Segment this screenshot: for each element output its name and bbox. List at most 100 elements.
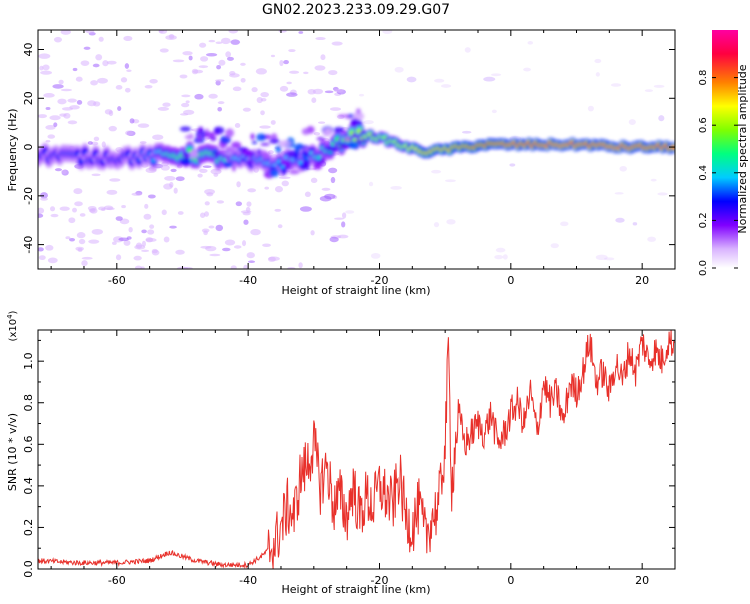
spectrogram-speckle [137, 123, 150, 128]
spectrogram-speckle [233, 245, 242, 249]
spectrogram-speckle [97, 77, 108, 84]
spectrogram-speckle [200, 245, 212, 249]
spectrogram-speckle [215, 41, 223, 45]
spectrogram-speckle [91, 173, 101, 177]
spectrogram-speckle [152, 134, 164, 140]
spectrogram-speckle [144, 203, 149, 209]
spectrogram-speckle [92, 63, 100, 68]
spectrogram-speckle [75, 76, 83, 82]
spectrogram-speckle [242, 240, 247, 247]
spectrogram-speckle [119, 218, 130, 225]
ridge-blob [336, 142, 348, 146]
spectrogram-speckle [149, 78, 158, 84]
spectrogram-speckle [331, 41, 343, 46]
spectrogram-speckle [277, 224, 283, 229]
spectrogram-speckle [40, 197, 48, 201]
spectrogram-speckle [657, 192, 668, 196]
spectrogram-speckle [217, 106, 223, 112]
ridge-blob [250, 133, 255, 140]
spectrogram-speckle [490, 73, 502, 77]
ridge-blob [204, 131, 216, 137]
spectrogram-speckle [260, 110, 265, 116]
spectrogram-speckle [172, 59, 185, 63]
ridge-blob [231, 165, 236, 172]
spectrogram-speckle [98, 36, 104, 42]
spectrogram-speckle [74, 201, 83, 207]
spectrogram-speckle [260, 91, 269, 98]
spectrogram-speckle [278, 176, 291, 179]
ridge-blob [348, 141, 359, 149]
ridge-blob [246, 160, 254, 167]
ridge-blob [240, 158, 246, 163]
spectrogram-speckle [60, 88, 73, 92]
spectrogram-speckle [289, 70, 300, 74]
spectrogram-speckle [87, 141, 93, 145]
spectrogram-speckle [168, 34, 175, 39]
spectrogram-speckle [202, 165, 212, 168]
ridge-blob [344, 135, 351, 142]
spectrogram-speckle [234, 123, 241, 128]
snr-xtick-label: -20 [371, 574, 389, 587]
spectrogram-speckle [216, 65, 222, 70]
spectrogram-speckle [658, 115, 665, 122]
spectrogram-speckle [199, 42, 207, 48]
spectrogram-speckle [345, 210, 355, 214]
spectrogram-speckle [133, 255, 142, 261]
ridge-blob [294, 143, 304, 151]
spectrogram-speckle [243, 219, 249, 225]
ridge-blob [251, 140, 257, 145]
spectrogram-speckle [341, 221, 346, 228]
spectrogram-speckle [125, 130, 134, 136]
ridge-blob [213, 126, 225, 135]
spectrogram-speckle [314, 65, 326, 71]
spectrogram-speckle [194, 93, 204, 100]
spectrogram-speckle [287, 266, 296, 269]
spectrogram-speckle [502, 254, 508, 260]
ridge-blob [188, 133, 194, 140]
colorbar-tick-label: 0.8 [698, 70, 709, 86]
spectrogram-speckle [229, 73, 240, 78]
spectrogram-speckle [247, 188, 257, 193]
ridge-blob [223, 162, 234, 168]
ridge-blob [319, 157, 327, 164]
spectrogram-speckle [204, 201, 210, 206]
spectrogram-speckle [431, 169, 442, 174]
spectrogram-speckle [230, 39, 241, 45]
spectrogram-xtick-label: -40 [239, 274, 257, 287]
spectrogram-speckle [236, 181, 241, 188]
spectrogram-speckle [157, 106, 170, 111]
ridge-blob [316, 136, 325, 141]
snr-ytick-label: 1.0 [22, 352, 35, 370]
spectrogram-speckle [45, 139, 51, 143]
ridge-blob [231, 141, 242, 149]
spectrogram-ylabel: Frequency (Hz) [6, 109, 19, 192]
spectrogram-speckle [118, 237, 129, 242]
spectrogram-speckle [226, 56, 234, 61]
spectrogram-panel: -60 -40 -20 0 20 -40 -20 0 20 40 Height of straig… [6, 29, 676, 297]
spectrogram-speckle [175, 176, 185, 182]
spectrogram-speckle [321, 187, 331, 191]
spectrogram-speckle [250, 228, 261, 236]
spectrogram-speckle [128, 226, 133, 233]
spectrogram-speckle [274, 186, 283, 193]
spectrogram-xtick-label: 20 [635, 274, 649, 287]
spectrogram-speckle [312, 88, 324, 95]
spectrogram-speckle [216, 200, 225, 204]
spectrogram-speckle [446, 219, 456, 225]
spectrogram-speckle [242, 211, 251, 216]
spectrogram-speckle [40, 70, 53, 75]
spectrogram-speckle [255, 68, 268, 75]
spectrogram-speckle [40, 192, 49, 199]
spectrogram-speckle [47, 257, 58, 264]
ridge-blob [225, 128, 234, 138]
ridge-blob [286, 150, 296, 158]
spectrogram-speckle [145, 237, 157, 242]
spectrogram-speckle [235, 201, 243, 207]
spectrogram-xtick-label: 0 [507, 274, 514, 287]
spectrogram-speckle [120, 77, 128, 83]
spectrogram-speckle [38, 53, 51, 59]
spectrogram-speckle [218, 59, 226, 66]
colorbar: 0.0 0.2 0.4 0.6 0.8 Normalized spectral ampl… [698, 30, 749, 276]
